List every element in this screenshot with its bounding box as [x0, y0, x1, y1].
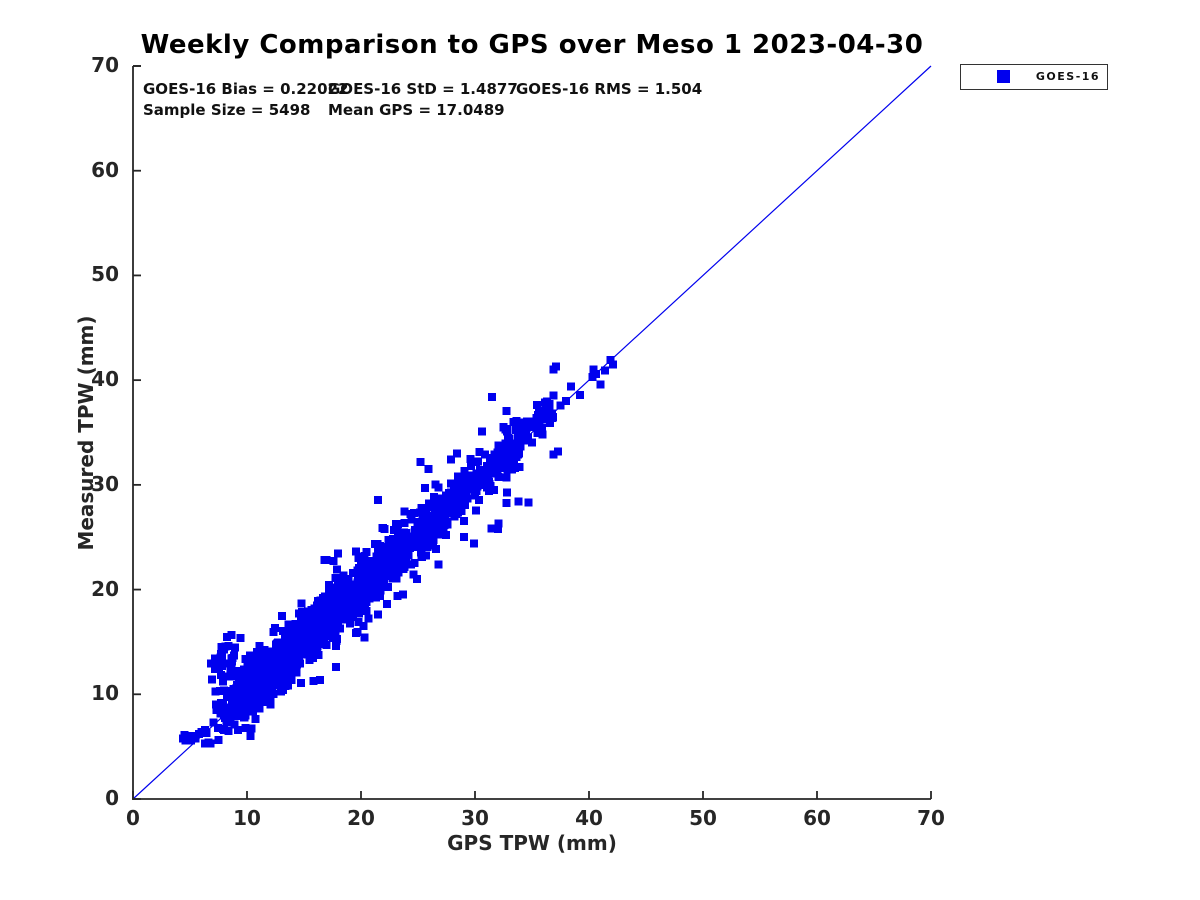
axes: [132, 65, 932, 800]
legend: GOES-16: [960, 64, 1108, 90]
stat-std: GOES-16 StD = 1.4877: [328, 80, 518, 98]
y-axis-label: Measured TPW (mm): [74, 315, 98, 551]
y-tick-label: 30: [91, 471, 119, 496]
scatter-points: [179, 356, 617, 748]
stat-sample-size: Sample Size = 5498: [143, 101, 311, 119]
stat-rms: GOES-16 RMS = 1.504: [516, 80, 703, 98]
stat-bias: GOES-16 Bias = 0.22022: [143, 80, 349, 98]
x-tick-label: 10: [233, 806, 261, 830]
x-tick-label: 30: [461, 806, 489, 830]
x-tick-label: 40: [575, 806, 603, 830]
y-tick-label: 50: [91, 262, 119, 287]
stat-mean-gps: Mean GPS = 17.0489: [328, 101, 505, 119]
y-tick-label: 40: [91, 367, 119, 392]
y-tick-label: 20: [91, 576, 119, 601]
x-axis-label: GPS TPW (mm): [447, 831, 617, 855]
chart-title: Weekly Comparison to GPS over Meso 1 202…: [140, 30, 924, 60]
x-tick-label: 50: [689, 806, 717, 830]
y-tick-label: 10: [91, 681, 119, 706]
y-tick-label: 0: [105, 786, 119, 810]
x-tick-label: 60: [803, 806, 831, 830]
y-tick-label: 70: [91, 53, 119, 77]
y-tick-label: 60: [91, 157, 119, 182]
x-tick-label: 20: [347, 806, 375, 830]
legend-label-goes16: GOES-16: [1035, 70, 1101, 83]
x-tick-label: 0: [126, 806, 140, 830]
x-tick-label: 70: [917, 806, 945, 830]
legend-marker-square-icon: [997, 70, 1010, 83]
